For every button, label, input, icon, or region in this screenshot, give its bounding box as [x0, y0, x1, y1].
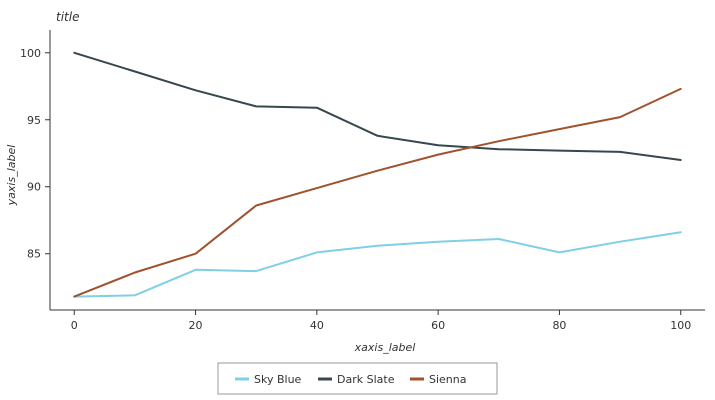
series-line-dark-slate [73, 51, 682, 161]
y-tick-label: 90 [27, 181, 41, 194]
y-axis: 85 90 95 100 [20, 30, 51, 310]
y-tick-label: 100 [20, 47, 41, 60]
x-tick-label: 60 [431, 319, 445, 332]
y-tick-label: 85 [27, 248, 41, 261]
x-tick-label: 40 [310, 319, 324, 332]
y-tick-label: 95 [27, 114, 41, 127]
chart-title: title [56, 10, 79, 24]
x-axis-title: xaxis_label [354, 341, 416, 354]
legend-label-sienna: Sienna [429, 373, 467, 386]
x-tick-label: 100 [670, 319, 691, 332]
series-line-sky-blue [73, 231, 682, 298]
x-tick-label: 0 [71, 319, 78, 332]
y-axis-title: yaxis_label [5, 145, 18, 207]
x-tick-label: 20 [189, 319, 203, 332]
x-tick-label: 80 [552, 319, 566, 332]
plot-area [73, 51, 682, 298]
legend: Sky Blue Dark Slate Sienna [217, 362, 498, 395]
x-axis: 0 20 40 60 80 100 [50, 309, 705, 332]
legend-label-dark-slate: Dark Slate [337, 373, 395, 386]
legend-box [217, 362, 498, 395]
series-line-sienna [73, 87, 682, 298]
legend-label-sky-blue: Sky Blue [254, 373, 302, 386]
